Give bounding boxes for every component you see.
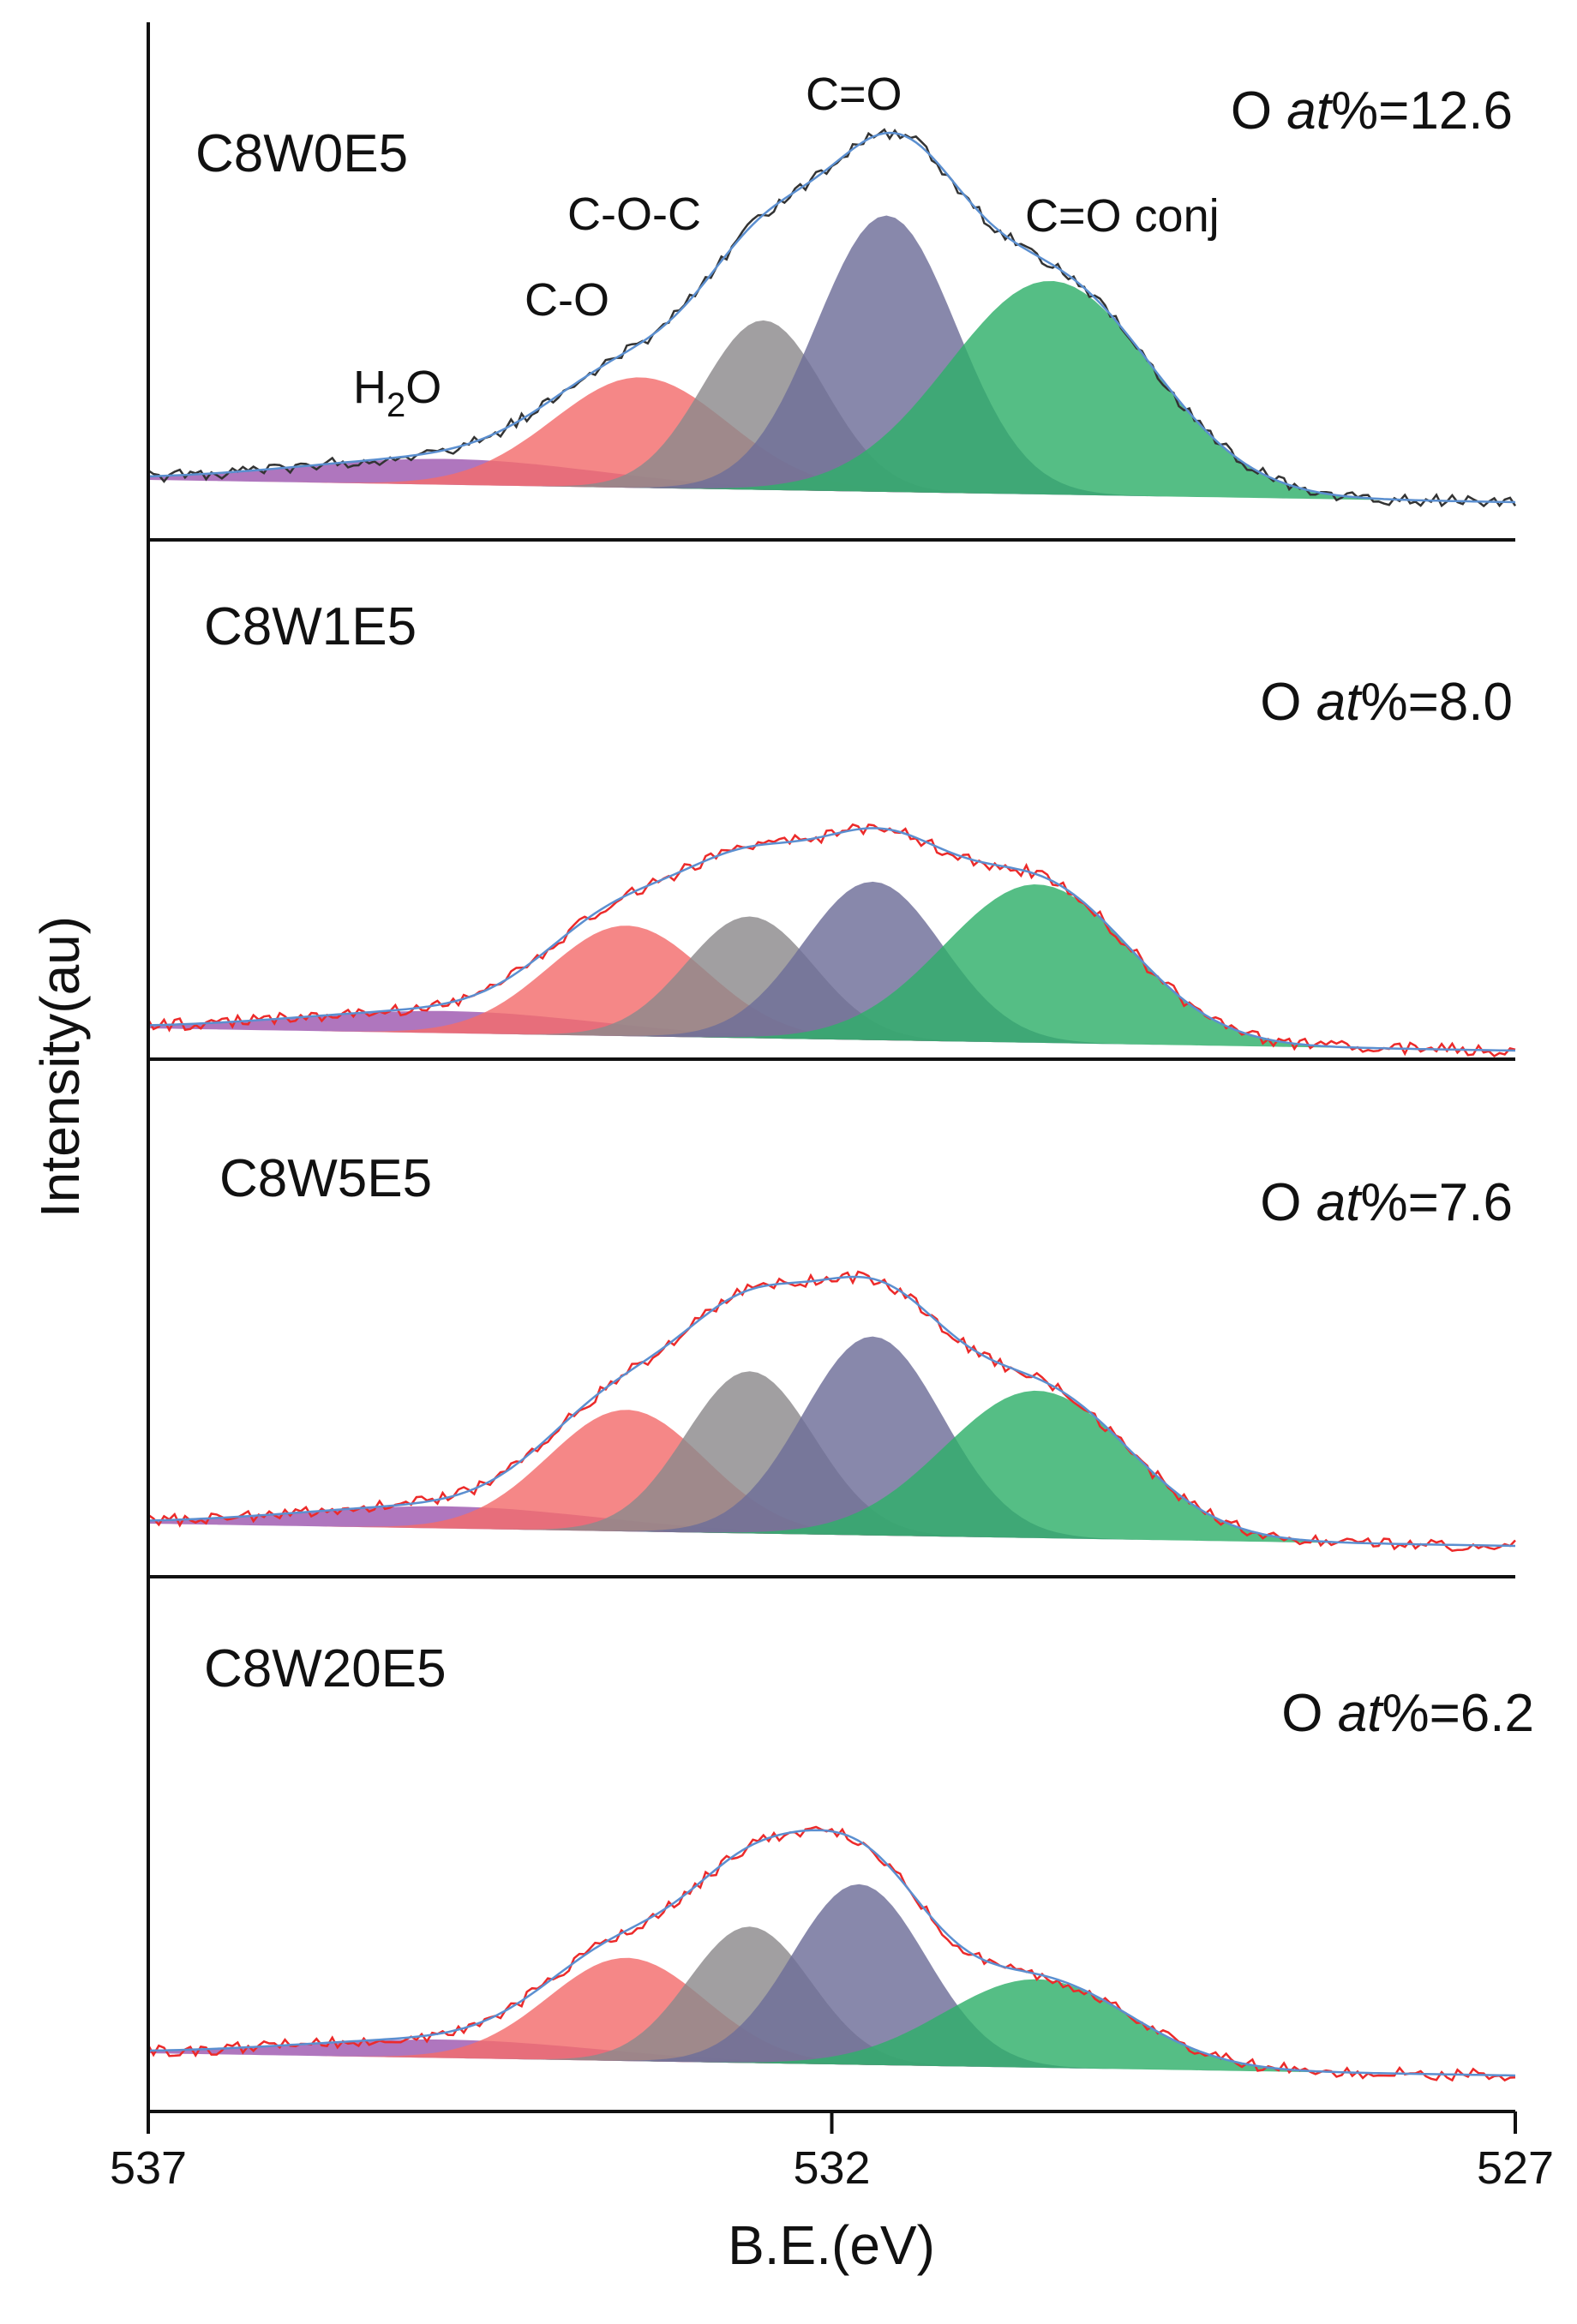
sample-label: C8W5E5 [219, 1149, 432, 1208]
y-axis-title: Intensity(au) [29, 916, 91, 1218]
sample-label: C8W0E5 [195, 124, 408, 183]
peak-c-o [347, 881, 1398, 1049]
peak-c-o-conj [337, 884, 1516, 1051]
oxygen-atomic-percent-label: O at%=12.6 [1231, 81, 1513, 141]
x-axis-title: B.E.(eV) [728, 2214, 935, 2276]
axes-group: 537 532 527 B.E.(eV) Intensity(au) [29, 22, 1554, 2276]
component-label-c-o: C=O [806, 69, 902, 120]
sample-label: C8W1E5 [204, 597, 417, 656]
oxygen-atomic-percent-label: O at%=6.2 [1281, 1684, 1534, 1743]
component-labels: H2O C-O C-O-C C=O C=O conj [353, 69, 1220, 424]
peak-c-o-conj [337, 1390, 1516, 1546]
peak-c-o-c [268, 916, 1232, 1046]
fit-envelope-line [147, 1275, 1516, 1548]
panel-c8w1e5: C8W1E5 O at%=8.0 [147, 597, 1516, 1058]
peak-c-o-conj [337, 1979, 1516, 2075]
component-label-c-o: C-O [525, 274, 609, 326]
peak-c-o-c [268, 1371, 1232, 1542]
component-label-c-o-c: C-O-C [567, 189, 701, 240]
peak-c-o-c [290, 1926, 1209, 2071]
fit-envelope-line [147, 131, 1516, 504]
x-ticks-group: 537 532 527 [110, 2111, 1554, 2194]
x-tick-label: 527 [1477, 2142, 1554, 2194]
peak-c-o [361, 215, 1412, 500]
fit-envelope-line [147, 1829, 1516, 2077]
x-tick-label: 532 [793, 2142, 870, 2194]
x-tick-label: 537 [110, 2142, 187, 2194]
oxygen-atomic-percent-label: O at%=8.0 [1260, 673, 1513, 732]
peak-c-o [347, 1336, 1398, 1544]
oxygen-atomic-percent-label: O at%=7.6 [1260, 1173, 1513, 1232]
component-label-h2o: H2O [353, 362, 441, 424]
panel-c8w5e5: C8W5E5 O at%=7.6 [147, 1149, 1516, 1553]
fit-envelope-line [147, 827, 1516, 1052]
peak-c-o-conj [285, 281, 1515, 502]
peak-c-o [356, 1884, 1363, 2074]
component-label-c-o-conj: C=O conj [1025, 190, 1220, 242]
panel-c8w0e5: C8W0E5 O at%=12.6 [147, 81, 1517, 508]
panels-group: C8W0E5 O at%=12.6 C8W1E5 O at%=8.0 C8W5E5 O a… [147, 69, 1534, 2082]
panel-c8w20e5: C8W20E5 O at%=6.2 [147, 1639, 1534, 2082]
sample-label: C8W20E5 [204, 1639, 447, 1698]
peak-c-o-c [303, 320, 1223, 498]
raw-spectrum-line [147, 823, 1516, 1058]
